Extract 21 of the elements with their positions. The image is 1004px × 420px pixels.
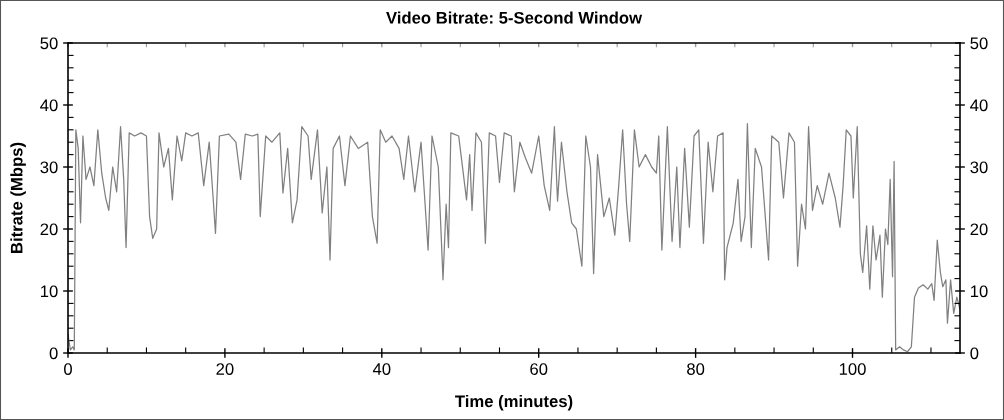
x-tick-label: 40 [372,363,391,375]
x-tick-label: 0 [64,363,72,375]
x-tick-label: 60 [530,363,548,375]
y2-tick-label: 40 [970,99,988,112]
y-tick-label: 20 [40,223,58,236]
y-tick-label: 40 [40,99,58,112]
y-tick-label: 10 [41,285,58,298]
y-axis-title: Bitrate (Mbps) [10,142,26,253]
y2-tick-label: 50 [970,37,988,50]
y-tick-label: 30 [40,161,58,174]
y-tick-label: 50 [40,37,58,50]
x-axis-title: Time (minutes) [455,394,573,411]
y2-tick-label: 20 [970,223,988,236]
y2-tick-label: 30 [970,161,988,174]
x-tick-label: 100 [839,363,866,375]
x-tick-label: 20 [216,363,234,375]
y2-tick-label: 0 [970,347,979,360]
x-tick-label: 80 [687,363,705,375]
y2-tick-label: 10 [970,285,988,298]
chart-title: Video Bitrate: 5-Second Window [386,11,643,24]
y-tick-label: 0 [49,347,58,360]
